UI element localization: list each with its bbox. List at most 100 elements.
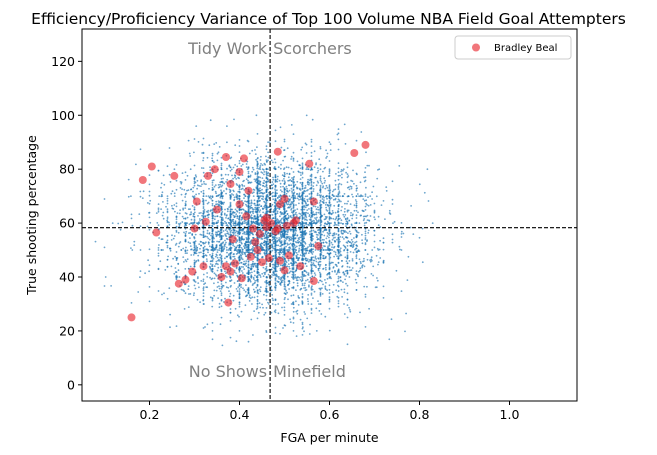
background-point bbox=[258, 179, 260, 182]
background-point bbox=[344, 256, 347, 259]
background-point bbox=[220, 283, 223, 285]
background-point bbox=[307, 303, 310, 305]
background-point bbox=[303, 274, 306, 277]
background-point bbox=[391, 233, 394, 236]
background-point bbox=[301, 327, 304, 330]
background-point bbox=[274, 277, 277, 280]
background-point bbox=[321, 233, 323, 236]
background-point bbox=[336, 249, 339, 251]
background-point bbox=[242, 266, 245, 268]
background-point bbox=[295, 204, 297, 206]
background-point bbox=[265, 183, 268, 186]
background-point bbox=[343, 210, 346, 213]
background-point bbox=[265, 244, 268, 247]
background-point bbox=[202, 280, 205, 283]
background-point bbox=[279, 250, 282, 253]
background-point bbox=[200, 234, 203, 236]
background-point bbox=[373, 240, 376, 243]
background-point bbox=[317, 257, 320, 260]
background-point bbox=[199, 247, 201, 250]
background-point bbox=[266, 247, 269, 250]
background-point bbox=[340, 170, 342, 173]
background-point bbox=[292, 266, 295, 268]
background-point bbox=[175, 229, 178, 232]
background-point bbox=[252, 288, 255, 291]
background-point bbox=[280, 221, 283, 224]
background-point bbox=[267, 291, 269, 293]
background-point bbox=[226, 230, 229, 233]
background-point bbox=[296, 180, 299, 183]
background-point bbox=[214, 215, 217, 218]
background-point bbox=[258, 288, 261, 291]
background-point bbox=[207, 237, 210, 240]
background-point bbox=[283, 280, 286, 282]
background-point bbox=[328, 192, 331, 195]
background-point bbox=[270, 211, 273, 213]
background-point bbox=[259, 228, 262, 231]
background-point bbox=[351, 267, 354, 269]
background-point bbox=[242, 208, 244, 211]
background-point bbox=[182, 247, 185, 250]
background-point bbox=[341, 173, 343, 176]
background-point bbox=[240, 266, 243, 268]
background-point bbox=[219, 290, 222, 292]
background-point bbox=[193, 208, 196, 211]
background-point bbox=[197, 141, 200, 143]
background-point bbox=[357, 211, 359, 214]
background-point bbox=[319, 279, 321, 282]
background-point bbox=[265, 263, 268, 265]
background-point bbox=[168, 221, 170, 224]
background-point bbox=[312, 205, 315, 208]
background-point bbox=[223, 182, 226, 185]
background-point bbox=[337, 195, 340, 198]
background-point bbox=[221, 286, 224, 289]
background-point bbox=[334, 223, 337, 226]
background-point bbox=[236, 165, 239, 168]
background-point bbox=[301, 323, 304, 326]
background-point bbox=[229, 213, 232, 216]
background-point bbox=[328, 261, 331, 263]
background-point bbox=[310, 229, 313, 232]
background-point bbox=[313, 166, 316, 169]
background-point bbox=[287, 259, 290, 262]
background-point bbox=[319, 191, 322, 194]
background-point bbox=[317, 206, 319, 209]
background-point bbox=[207, 211, 209, 214]
background-point bbox=[220, 262, 223, 264]
background-point bbox=[335, 216, 338, 218]
background-point bbox=[247, 260, 250, 263]
background-point bbox=[313, 264, 316, 267]
background-point bbox=[319, 252, 322, 255]
background-point bbox=[309, 230, 311, 233]
background-point bbox=[229, 292, 232, 295]
background-point bbox=[249, 234, 251, 236]
background-point bbox=[328, 209, 331, 212]
background-point bbox=[242, 287, 244, 290]
background-point bbox=[232, 194, 235, 196]
background-point bbox=[317, 268, 320, 270]
background-point bbox=[229, 254, 232, 256]
background-point bbox=[336, 211, 339, 214]
background-point bbox=[284, 288, 287, 290]
background-point bbox=[191, 223, 194, 226]
background-point bbox=[346, 222, 349, 225]
background-point bbox=[245, 163, 248, 165]
background-point bbox=[293, 191, 296, 194]
background-point bbox=[369, 215, 372, 217]
background-point bbox=[236, 232, 239, 235]
background-point bbox=[233, 174, 236, 177]
background-point bbox=[227, 173, 230, 176]
background-point bbox=[337, 300, 340, 302]
background-point bbox=[364, 205, 367, 208]
background-point bbox=[326, 155, 328, 158]
background-point bbox=[253, 296, 256, 299]
background-point bbox=[202, 247, 205, 249]
background-point bbox=[348, 276, 351, 278]
background-point bbox=[175, 164, 178, 166]
background-point bbox=[193, 195, 196, 198]
background-point bbox=[195, 193, 198, 196]
background-point bbox=[244, 200, 247, 203]
background-point bbox=[319, 186, 322, 189]
background-point bbox=[207, 241, 210, 244]
background-point bbox=[216, 203, 219, 206]
